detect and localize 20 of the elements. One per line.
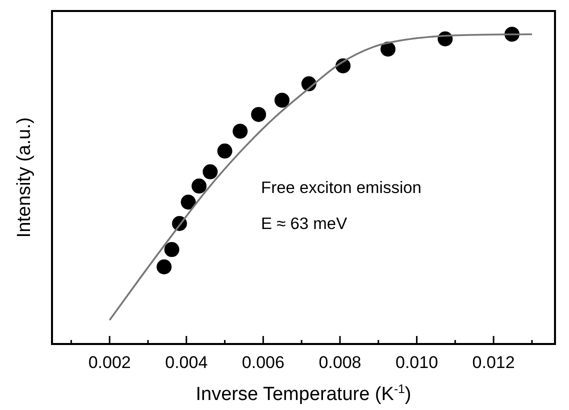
point [180,194,196,210]
x-axis-title: Inverse Temperature (K$^{-1}$) [196,382,412,405]
x-tick-label: 0.004 [165,353,208,372]
point [251,106,266,122]
point [274,92,290,108]
point [380,42,396,57]
y-axis-title: Intensity (a.u.) [14,117,35,238]
x-tick-label: 0.006 [242,353,284,372]
point [192,178,207,194]
x-tick-label: 0.010 [396,353,438,372]
point [232,124,248,139]
point [217,144,232,159]
x-tick-label: 0.012 [472,353,515,372]
annotation: E ≈ 63 meV [261,215,348,233]
point [156,259,172,274]
x-tick-label: 0.008 [318,353,362,372]
x-tick-label: 0.002 [88,353,131,372]
annotation: Free exciton emission [261,179,422,197]
point [202,164,218,180]
point [164,242,180,258]
